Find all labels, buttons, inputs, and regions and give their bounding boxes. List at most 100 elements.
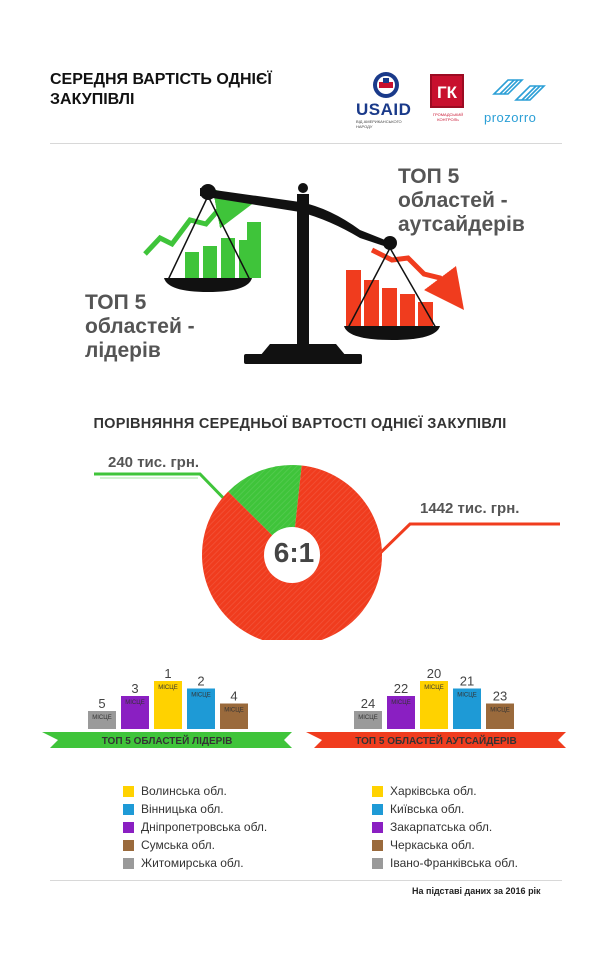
legend-swatch <box>123 821 134 833</box>
gk-sub: ГРОМАДСЬКИЙ КОНТРОЛЬ <box>432 112 464 122</box>
title-line-2: ЗАКУПІВЛІ <box>50 91 135 108</box>
legend-swatch <box>123 803 134 815</box>
left-pan <box>164 278 252 292</box>
scale-illustration <box>143 183 464 364</box>
legend-swatch <box>372 839 383 851</box>
rank-bar <box>486 703 514 729</box>
leaders-banner-text: ТОП 5 ОБЛАСТЕЙ ЛІДЕРІВ <box>102 734 233 747</box>
rank-bar <box>354 711 382 729</box>
legend-swatch <box>372 857 383 869</box>
rank-bar <box>453 688 481 729</box>
rank-value-label: 21 <box>460 674 474 689</box>
legend-label: Київська обл. <box>390 802 465 816</box>
legend-item: Закарпатська обл. <box>372 818 582 836</box>
bottom-divider <box>50 880 562 881</box>
prozorro-logo: prozorro <box>480 72 560 130</box>
outsiders-label: ТОП 5 областей - аутсайдерів <box>398 165 578 237</box>
prozorro-text: prozorro <box>484 110 537 125</box>
legend-item: Дніпропетровська обл. <box>123 818 333 836</box>
rank-bar-caption: МІСЦЕ <box>391 700 410 706</box>
comparison-title: ПОРІВНЯННЯ СЕРЕДНЬОЇ ВАРТОСТІ ОДНІЄЇ ЗАК… <box>93 416 507 432</box>
rank-bar <box>220 703 248 729</box>
green-mini-bar <box>185 252 199 278</box>
red-mini-bars <box>346 270 433 326</box>
right-pan-strings <box>347 247 437 329</box>
green-mini-bar <box>221 238 235 278</box>
rank-value-label: 24 <box>361 696 375 711</box>
legend-item: Вінницька обл. <box>123 800 333 818</box>
legend-outsiders: Харківська обл. Київська обл. Закарпатсь… <box>372 782 582 872</box>
usaid-sub: ВІД АМЕРИКАНСЬКОГО НАРОДУ <box>356 119 402 129</box>
legend-label: Вінницька обл. <box>141 802 224 816</box>
legend-item: Черкаська обл. <box>372 836 582 854</box>
rank-value-label: 4 <box>230 689 237 704</box>
prozorro-mark-icon <box>492 79 546 101</box>
rank-bar-caption: МІСЦЕ <box>158 685 177 691</box>
rank-bar-caption: МІСЦЕ <box>125 700 144 706</box>
green-trend-line <box>143 189 256 256</box>
scale-beam <box>200 188 390 248</box>
rank-bar-caption: МІСЦЕ <box>358 715 377 721</box>
legend-leaders: Волинська обл. Вінницька обл. Дніпропетр… <box>123 782 333 872</box>
donut-hole <box>264 527 320 583</box>
legend-label: Сумська обл. <box>141 838 215 852</box>
legend-swatch <box>372 803 383 815</box>
legend-item: Київська обл. <box>372 800 582 818</box>
partner-logos: USAID ВІД АМЕРИКАНСЬКОГО НАРОДУ ГК ГРОМА… <box>352 70 562 130</box>
rank-value-label: 3 <box>131 681 138 696</box>
green-mini-bars <box>185 222 261 278</box>
legend-label: Черкаська обл. <box>390 838 475 852</box>
legend-swatch <box>123 785 134 797</box>
red-slice-label: 1442 тис. грн. <box>420 500 520 517</box>
rank-bar <box>154 681 182 729</box>
outsiders-label-line: аутсайдерів <box>398 213 525 236</box>
rank-bar-caption: МІСЦЕ <box>457 693 476 699</box>
green-slice-label: 240 тис. грн. <box>108 454 200 471</box>
red-mini-bar <box>364 280 379 326</box>
rank-bar-caption: МІСЦЕ <box>92 715 111 721</box>
legend-label: Івано-Франківська обл. <box>390 856 518 870</box>
red-trend-line <box>370 247 464 310</box>
legend-label: Закарпатська обл. <box>390 820 493 834</box>
outsiders-label-line: областей - <box>398 189 508 212</box>
scale-base <box>260 344 346 356</box>
leaders-label-line: ТОП 5 <box>85 291 147 314</box>
right-pan <box>344 326 440 340</box>
usaid-text: USAID <box>356 100 412 119</box>
legend-item: Харківська обл. <box>372 782 582 800</box>
rank-bar-caption: МІСЦЕ <box>191 693 210 699</box>
leader-bars: МІСЦЕ 5 МІСЦЕ 3 МІСЦЕ 1 МІСЦЕ 2 МІСЦЕ 4 <box>88 666 248 729</box>
red-mini-bar <box>382 288 397 326</box>
rank-value-label: 5 <box>98 696 105 711</box>
green-mini-bar <box>203 246 217 278</box>
rank-bar <box>88 711 116 729</box>
outsiders-label-line: ТОП 5 <box>398 165 460 188</box>
legend-label: Житомирська обл. <box>141 856 244 870</box>
rank-bar-caption: МІСЦЕ <box>490 708 509 714</box>
rank-bar <box>121 696 149 729</box>
legend-label: Волинська обл. <box>141 784 227 798</box>
page-title: СЕРЕДНЯ ВАРТІСТЬ ОДНІЄЇ ЗАКУПІВЛІ <box>50 70 350 110</box>
leaders-banner <box>42 732 292 748</box>
red-mini-bar <box>400 294 415 326</box>
legend-label: Дніпропетровська обл. <box>141 820 268 834</box>
legend-item: Волинська обл. <box>123 782 333 800</box>
legend-item: Сумська обл. <box>123 836 333 854</box>
scale-post <box>297 194 309 344</box>
left-pan-strings <box>167 195 251 281</box>
rank-value-label: 1 <box>164 666 171 681</box>
leaders-label-line: областей - <box>85 315 195 338</box>
outsiders-banner-text: ТОП 5 ОБЛАСТЕЙ АУТСАЙДЕРІВ <box>355 734 516 747</box>
legend-swatch <box>372 785 383 797</box>
green-mini-bar <box>247 222 261 278</box>
scale-top-knob <box>298 183 308 193</box>
ratio-label: 6:1 <box>273 537 315 568</box>
source-note: На підставі даних за 2016 рік <box>412 886 541 896</box>
legend-swatch <box>372 821 383 833</box>
legend-label: Харківська обл. <box>390 784 477 798</box>
title-line-1: СЕРЕДНЯ ВАРТІСТЬ ОДНІЄЇ <box>50 71 272 88</box>
rank-bar-caption: МІСЦЕ <box>224 708 243 714</box>
usaid-seal-icon <box>373 72 399 98</box>
rank-value-label: 22 <box>394 681 408 696</box>
